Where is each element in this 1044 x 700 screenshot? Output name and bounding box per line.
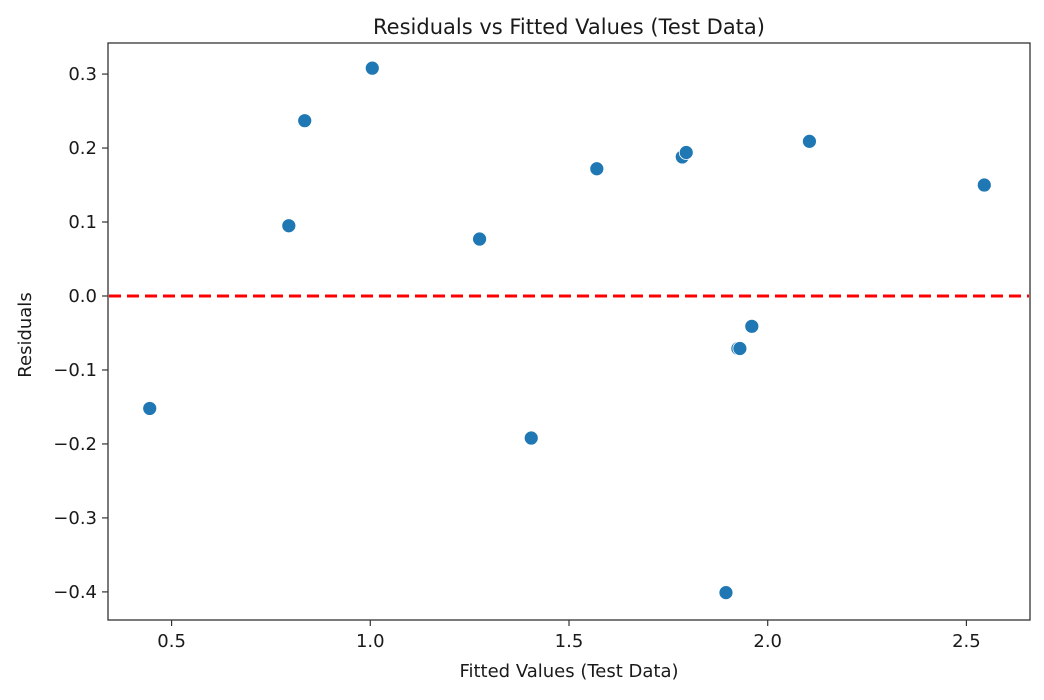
data-point xyxy=(744,318,760,334)
y-tick-label: 0.0 xyxy=(68,286,97,307)
data-points xyxy=(142,60,992,601)
data-point xyxy=(732,341,748,356)
x-axis-label: Fitted Values (Test Data) xyxy=(459,661,678,682)
y-tick-label: 0.3 xyxy=(68,64,97,85)
data-point xyxy=(976,177,992,193)
data-point xyxy=(297,113,313,129)
y-tick-label: −0.1 xyxy=(53,360,97,381)
x-tick-label: 1.5 xyxy=(555,631,584,652)
y-tick-label: −0.4 xyxy=(53,582,97,603)
data-point xyxy=(472,231,487,247)
chart-title: Residuals vs Fitted Values (Test Data) xyxy=(373,15,765,39)
data-point xyxy=(802,133,817,149)
x-tick-label: 2.0 xyxy=(753,631,782,652)
x-tick-label: 2.5 xyxy=(952,631,981,652)
x-axis-ticks: 0.5 1.0 1.5 2.0 2.5 xyxy=(157,620,981,652)
x-tick-label: 1.0 xyxy=(356,631,385,652)
y-tick-label: 0.1 xyxy=(68,212,97,233)
y-axis-label: Residuals xyxy=(15,292,36,377)
y-axis-ticks: 0.3 0.2 0.1 0.0 −0.1 −0.2 −0.3 −0.4 xyxy=(53,64,108,603)
y-tick-label: −0.3 xyxy=(53,508,97,529)
x-tick-label: 0.5 xyxy=(157,631,186,652)
data-point xyxy=(142,401,158,416)
y-tick-label: 0.2 xyxy=(68,138,97,159)
data-point xyxy=(589,161,605,177)
data-point xyxy=(718,585,734,601)
data-point xyxy=(678,145,694,160)
data-point xyxy=(364,60,380,76)
data-point xyxy=(523,430,539,446)
y-tick-label: −0.2 xyxy=(53,434,97,455)
data-point xyxy=(281,218,297,234)
